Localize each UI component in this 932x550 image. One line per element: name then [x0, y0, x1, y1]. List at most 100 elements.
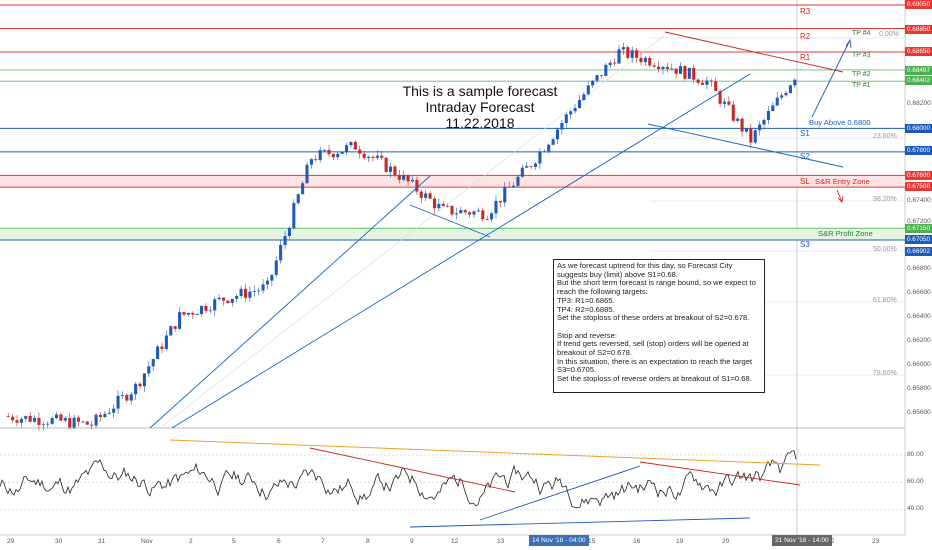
osc-trendline-blue-2: [409, 517, 751, 528]
title-line-1: This is a sample forecast: [402, 83, 558, 99]
candle: [257, 290, 261, 292]
candle: [301, 183, 305, 195]
candle: [6, 416, 10, 418]
candle: [463, 210, 467, 213]
candle: [784, 92, 788, 96]
candle: [604, 64, 608, 76]
candle: [28, 415, 32, 422]
candle: [674, 68, 678, 74]
candle: [217, 297, 221, 300]
candle: [722, 101, 727, 104]
candle: [252, 291, 256, 292]
price-tick: 0.65800: [907, 385, 931, 392]
crosshair-time-tag: 14 Nov '18 - 04:00: [529, 535, 589, 546]
candle: [274, 260, 278, 275]
candle: [68, 418, 72, 428]
candle: [186, 313, 190, 315]
candle: [481, 210, 485, 220]
level-label-s2: S2: [800, 152, 810, 161]
candle: [336, 153, 340, 158]
candle: [410, 179, 415, 182]
candle: [164, 335, 168, 350]
candle: [213, 299, 217, 311]
candle: [81, 421, 85, 423]
candle: [178, 312, 182, 329]
candle: [472, 211, 476, 215]
candle: [714, 81, 718, 91]
price-tick: 0.68200: [907, 100, 931, 107]
candle: [749, 128, 753, 143]
candle: [33, 417, 37, 422]
candle: [265, 280, 270, 285]
trendline-1: [149, 175, 431, 429]
arrow-head-entry: [837, 195, 844, 203]
candle: [125, 394, 129, 401]
x-tick: 2: [189, 538, 193, 545]
candle: [362, 153, 366, 158]
candle: [657, 66, 661, 69]
arrow-to-tp4: [811, 39, 851, 118]
candle: [573, 108, 577, 112]
candle: [432, 198, 436, 209]
candle: [679, 66, 683, 74]
osc-tick: 40.00: [907, 505, 924, 512]
osc-trendline-orange: [169, 439, 821, 466]
candle: [529, 166, 533, 168]
osc-trendline-blue-1: [479, 465, 641, 521]
candle: [428, 193, 432, 199]
candle: [705, 80, 709, 85]
candle: [516, 176, 520, 186]
x-tick: 13: [497, 538, 505, 545]
candle: [731, 104, 735, 121]
title-line-2: Intraday Forecast: [425, 99, 535, 115]
candle: [230, 298, 234, 303]
candle: [98, 414, 103, 418]
profit-zone-band: [0, 228, 905, 240]
title-line-3: 11.22.2018: [445, 115, 515, 131]
candle: [261, 284, 265, 291]
entry-zone-label: S&R Entry Zone: [815, 177, 870, 186]
oscillator-line: [0, 450, 797, 509]
candle: [485, 219, 489, 221]
trendline-3: [409, 204, 491, 238]
candle: [323, 149, 327, 151]
candle: [24, 415, 28, 419]
candle: [11, 416, 15, 421]
candle: [345, 145, 349, 152]
candle: [208, 310, 212, 312]
candle: [599, 75, 603, 76]
candle: [727, 101, 731, 105]
candle: [775, 97, 779, 106]
candle: [349, 142, 353, 146]
tp4-label: TP #4: [852, 30, 871, 37]
fib-label-382: 38.20%: [873, 196, 897, 203]
candle: [358, 149, 362, 154]
tp3-label: TP #3: [852, 52, 871, 59]
price-tick: 0.65600: [907, 409, 931, 416]
candle: [182, 312, 186, 315]
candle: [90, 424, 94, 426]
candle: [327, 149, 331, 155]
candle: [380, 155, 384, 158]
candle: [718, 90, 722, 104]
candle: [766, 111, 770, 120]
candle: [692, 67, 696, 80]
price-tag-r2: 0.68850: [905, 25, 932, 34]
x-tick: 7: [321, 538, 325, 545]
candle: [555, 129, 560, 140]
arrow-entry: [836, 189, 843, 203]
price-tag-sl: 0.67500: [905, 182, 932, 191]
candle: [498, 200, 502, 203]
candle: [270, 274, 274, 281]
candle: [591, 80, 595, 86]
candle: [94, 414, 98, 426]
candle: [547, 144, 551, 152]
candle: [661, 67, 665, 69]
osc-trendline-red-1: [309, 447, 516, 493]
buy-above-label: Buy Above 0.6800: [809, 118, 871, 127]
candle: [450, 205, 454, 215]
level-label-s1: S1: [800, 129, 810, 138]
candle: [388, 166, 393, 172]
candle: [353, 142, 357, 150]
